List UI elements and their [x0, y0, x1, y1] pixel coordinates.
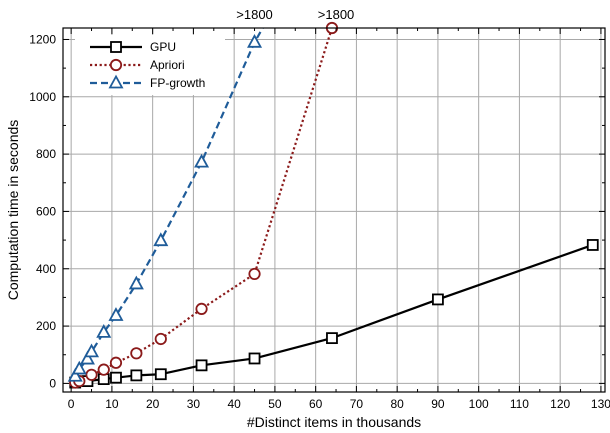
x-tick-label: 120 [550, 397, 570, 411]
data-point-apriori [97, 363, 110, 376]
data-point-apriori [154, 332, 167, 346]
data-point-fp-growth [71, 360, 87, 375]
x-tick-label: 10 [105, 397, 119, 411]
plot-frame [62, 27, 606, 393]
data-point-gpu [130, 369, 143, 382]
y-tick-label: 0 [49, 376, 56, 390]
data-point-fp-growth [108, 307, 124, 321]
x-tick-label: 50 [268, 397, 282, 411]
x-axis-title: #Distinct items in thousands [247, 414, 421, 430]
x-tick-label: 110 [510, 397, 529, 411]
x-tick-label: 40 [227, 397, 241, 411]
y-tick-label: 1200 [29, 32, 56, 46]
data-point-gpu [248, 352, 261, 365]
frame-layer [62, 27, 606, 393]
data-point-gpu [195, 359, 208, 372]
y-tick-label: 600 [36, 204, 56, 218]
data-point-gpu [586, 239, 599, 251]
x-tick-label: 100 [469, 397, 489, 411]
y-tick-label: 800 [36, 147, 56, 161]
y-tick-label: 400 [36, 262, 56, 276]
data-point-gpu [432, 293, 444, 306]
y-axis-title: Computation time in seconds [5, 120, 21, 301]
data-point-apriori [248, 267, 261, 281]
legend-label-fp-growth: FP-growth [150, 76, 205, 90]
x-tick-label: 80 [390, 397, 404, 411]
data-point-apriori [195, 302, 208, 315]
x-tick-label: 20 [146, 397, 160, 411]
grid [63, 28, 605, 392]
data-point-fp-growth [194, 153, 210, 168]
data-point-apriori [109, 356, 123, 369]
ticks: 0 10 20 30 40 50 60 70 80 90 100 110 120 130 0 200 400 60… [29, 28, 610, 411]
annotations: >1800 >1800 [236, 7, 354, 22]
legend-label-gpu: GPU [150, 40, 176, 54]
data-point-gpu [326, 332, 338, 345]
data-point-fp-growth [79, 350, 95, 365]
y-tick-label: 200 [36, 319, 56, 333]
x-tick-label: 130 [591, 397, 610, 411]
data-point-apriori [85, 368, 98, 381]
annotation-label: >1800 [318, 7, 355, 22]
legend-label-apriori: Apriori [150, 58, 185, 72]
data-point-gpu [110, 371, 122, 384]
legend: GPU Apriori FP-growth [75, 35, 225, 95]
legend-marker-fp-growth [108, 74, 124, 89]
data-point-gpu [154, 368, 167, 381]
data-point-fp-growth [247, 33, 263, 48]
x-tick-label: 90 [431, 397, 445, 411]
x-tick-label: 60 [309, 397, 323, 411]
x-tick-label: 30 [187, 397, 201, 411]
data-point-apriori [130, 347, 143, 360]
data-point-fp-growth [153, 232, 169, 247]
legend-marker-apriori [109, 58, 123, 72]
data-point-fp-growth [96, 324, 112, 338]
x-tick-label: 0 [68, 397, 75, 411]
data-point-fp-growth [67, 367, 83, 382]
y-tick-label: 1000 [29, 90, 56, 104]
data-point-fp-growth [128, 275, 144, 290]
annotation-label: >1800 [236, 7, 273, 22]
x-tick-label: 70 [350, 397, 364, 411]
legend-marker-gpu [110, 41, 122, 53]
marker-layer [67, 21, 599, 389]
data-point-fp-growth [84, 343, 100, 358]
